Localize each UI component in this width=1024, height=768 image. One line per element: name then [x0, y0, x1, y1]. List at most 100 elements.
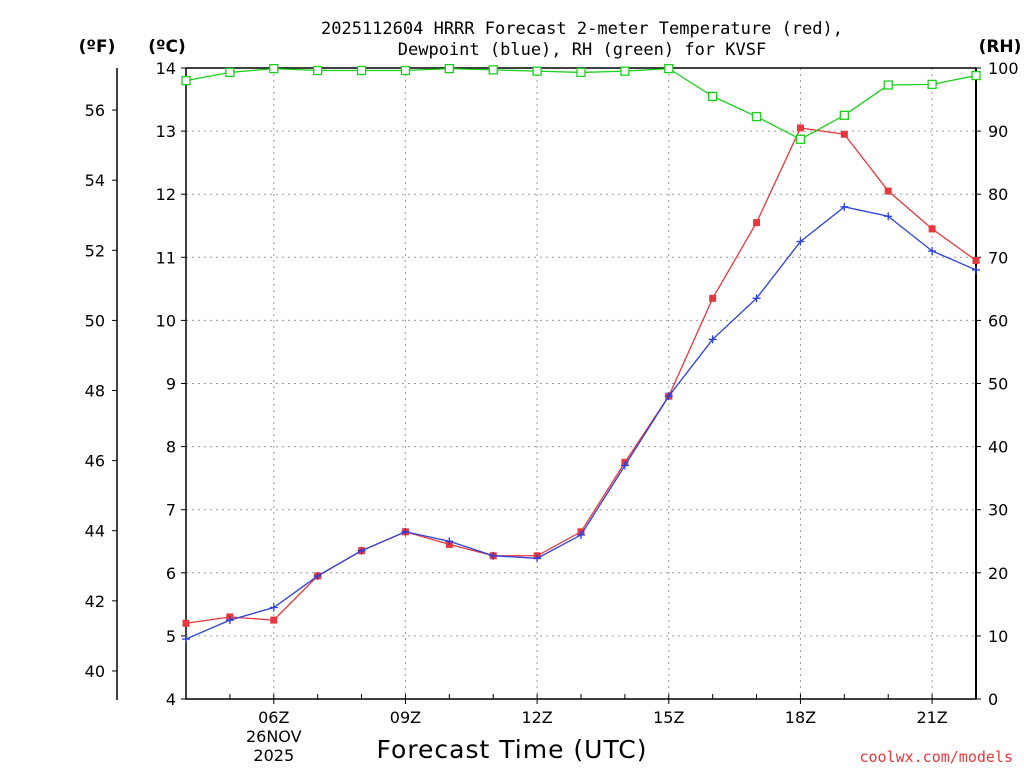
rh-tick-label: 0 — [988, 690, 998, 709]
rh-tick-label: 10 — [988, 627, 1008, 646]
celsius-tick-label: 12 — [156, 185, 176, 204]
rh-point — [971, 70, 981, 81]
fahrenheit-unit-label: (ºF) — [79, 37, 116, 57]
celsius-tick-label: 7 — [166, 501, 176, 520]
celsius-tick-label: 9 — [166, 375, 176, 394]
rh-point — [488, 65, 498, 75]
rh-tick-label: 60 — [988, 311, 1008, 330]
rh-tick-label: 40 — [988, 438, 1008, 457]
dewpoint-point — [182, 635, 190, 644]
temperature-point — [753, 219, 761, 227]
x-tick-label: 09Z — [390, 708, 421, 727]
chart-title-line-1: 2025112604 HRRR Forecast 2-meter Tempera… — [321, 19, 843, 39]
series-line-rh — [185, 67, 977, 141]
x-tick-label: 15Z — [653, 708, 684, 727]
rh-tick-label: 90 — [988, 122, 1008, 141]
celsius-tick-label: 5 — [166, 627, 176, 646]
rh-point — [181, 75, 191, 86]
rh-tick-label: 50 — [988, 375, 1008, 394]
credit-link[interactable]: coolwx.com/models — [859, 748, 1013, 766]
rh-tick-label: 80 — [988, 185, 1008, 204]
celsius-tick-label: 10 — [156, 311, 176, 330]
x-tick-label: 21Z — [916, 708, 947, 727]
x-tick-sublabel: 2025 — [253, 746, 294, 765]
temperature-point — [840, 130, 848, 138]
fahrenheit-tick-label: 40 — [85, 662, 105, 681]
fahrenheit-tick-label: 52 — [85, 241, 105, 260]
dewpoint-point — [840, 202, 849, 211]
temperature-point — [884, 187, 892, 195]
rh-point — [751, 111, 762, 122]
dewpoint-point — [269, 603, 278, 612]
fahrenheit-tick-label: 48 — [85, 382, 105, 401]
temperature-point — [796, 124, 804, 132]
temperature-point — [182, 619, 190, 627]
dewpoint-point — [664, 392, 673, 401]
dewpoint-point — [752, 294, 761, 303]
dewpoint-point — [357, 546, 366, 555]
fahrenheit-tick-label: 50 — [85, 311, 105, 330]
rh-point — [620, 66, 630, 76]
dewpoint-point — [313, 571, 322, 580]
series-dewpoint — [182, 202, 980, 644]
rh-point — [883, 80, 893, 90]
plot-frame — [185, 67, 977, 700]
axes-layer — [112, 67, 981, 704]
temperature-point — [709, 294, 717, 302]
rh-point — [532, 66, 542, 76]
celsius-tick-label: 14 — [156, 59, 176, 78]
dewpoint-point — [489, 551, 498, 560]
dewpoint-point — [577, 530, 585, 539]
fahrenheit-tick-label: 42 — [85, 592, 105, 611]
x-tick-label: 12Z — [521, 708, 552, 727]
celsius-tick-label: 6 — [166, 564, 176, 583]
rh-tick-label: 30 — [988, 501, 1008, 520]
dewpoint-point — [708, 335, 717, 344]
x-tick-sublabel: 26NOV — [246, 727, 302, 746]
dewpoint-point — [972, 265, 980, 274]
rh-point — [356, 65, 367, 76]
dewpoint-point — [401, 527, 410, 536]
series-line-dewpoint — [185, 206, 977, 640]
fahrenheit-tick-label: 46 — [85, 452, 105, 471]
rh-point — [400, 65, 411, 76]
fahrenheit-tick-label: 56 — [85, 101, 105, 120]
celsius-tick-label: 13 — [156, 122, 176, 141]
celsius-unit-label: (ºC) — [148, 37, 186, 57]
dewpoint-point — [620, 461, 629, 470]
dewpoint-point — [225, 616, 234, 625]
chart-title-line-2: Dewpoint (blue), RH (green) for KVSF — [398, 40, 766, 60]
x-tick-label: 06Z — [258, 708, 289, 727]
celsius-tick-label: 4 — [166, 690, 176, 709]
series-temperature — [182, 124, 980, 627]
temperature-point — [270, 616, 278, 624]
temperature-point — [972, 256, 980, 264]
dewpoint-point — [533, 554, 542, 563]
rh-point — [708, 91, 718, 102]
rh-unit-label: (RH) — [979, 37, 1022, 57]
fahrenheit-tick-label: 44 — [85, 522, 105, 541]
rh-tick-label: 70 — [988, 248, 1008, 267]
rh-point — [927, 79, 937, 90]
rh-tick-label: 100 — [988, 59, 1019, 78]
celsius-tick-label: 11 — [156, 248, 176, 267]
dewpoint-point — [445, 537, 454, 546]
rh-point — [795, 134, 806, 144]
rh-point — [269, 63, 279, 74]
rh-point — [839, 110, 849, 120]
series-rh — [181, 63, 981, 144]
grid-layer — [186, 68, 976, 699]
tick-labels-layer: 4567891011121314404244464850525456010203… — [85, 59, 1019, 765]
rh-tick-label: 20 — [988, 564, 1008, 583]
x-tick-label: 18Z — [785, 708, 816, 727]
dewpoint-point — [796, 237, 805, 246]
dewpoint-point — [884, 212, 893, 221]
rh-point — [576, 67, 586, 78]
rh-point — [664, 63, 674, 74]
series-line-temperature — [185, 127, 977, 624]
fahrenheit-tick-label: 54 — [85, 171, 105, 190]
series-layer — [181, 63, 981, 644]
rh-point — [225, 67, 235, 78]
celsius-tick-label: 8 — [166, 438, 176, 457]
